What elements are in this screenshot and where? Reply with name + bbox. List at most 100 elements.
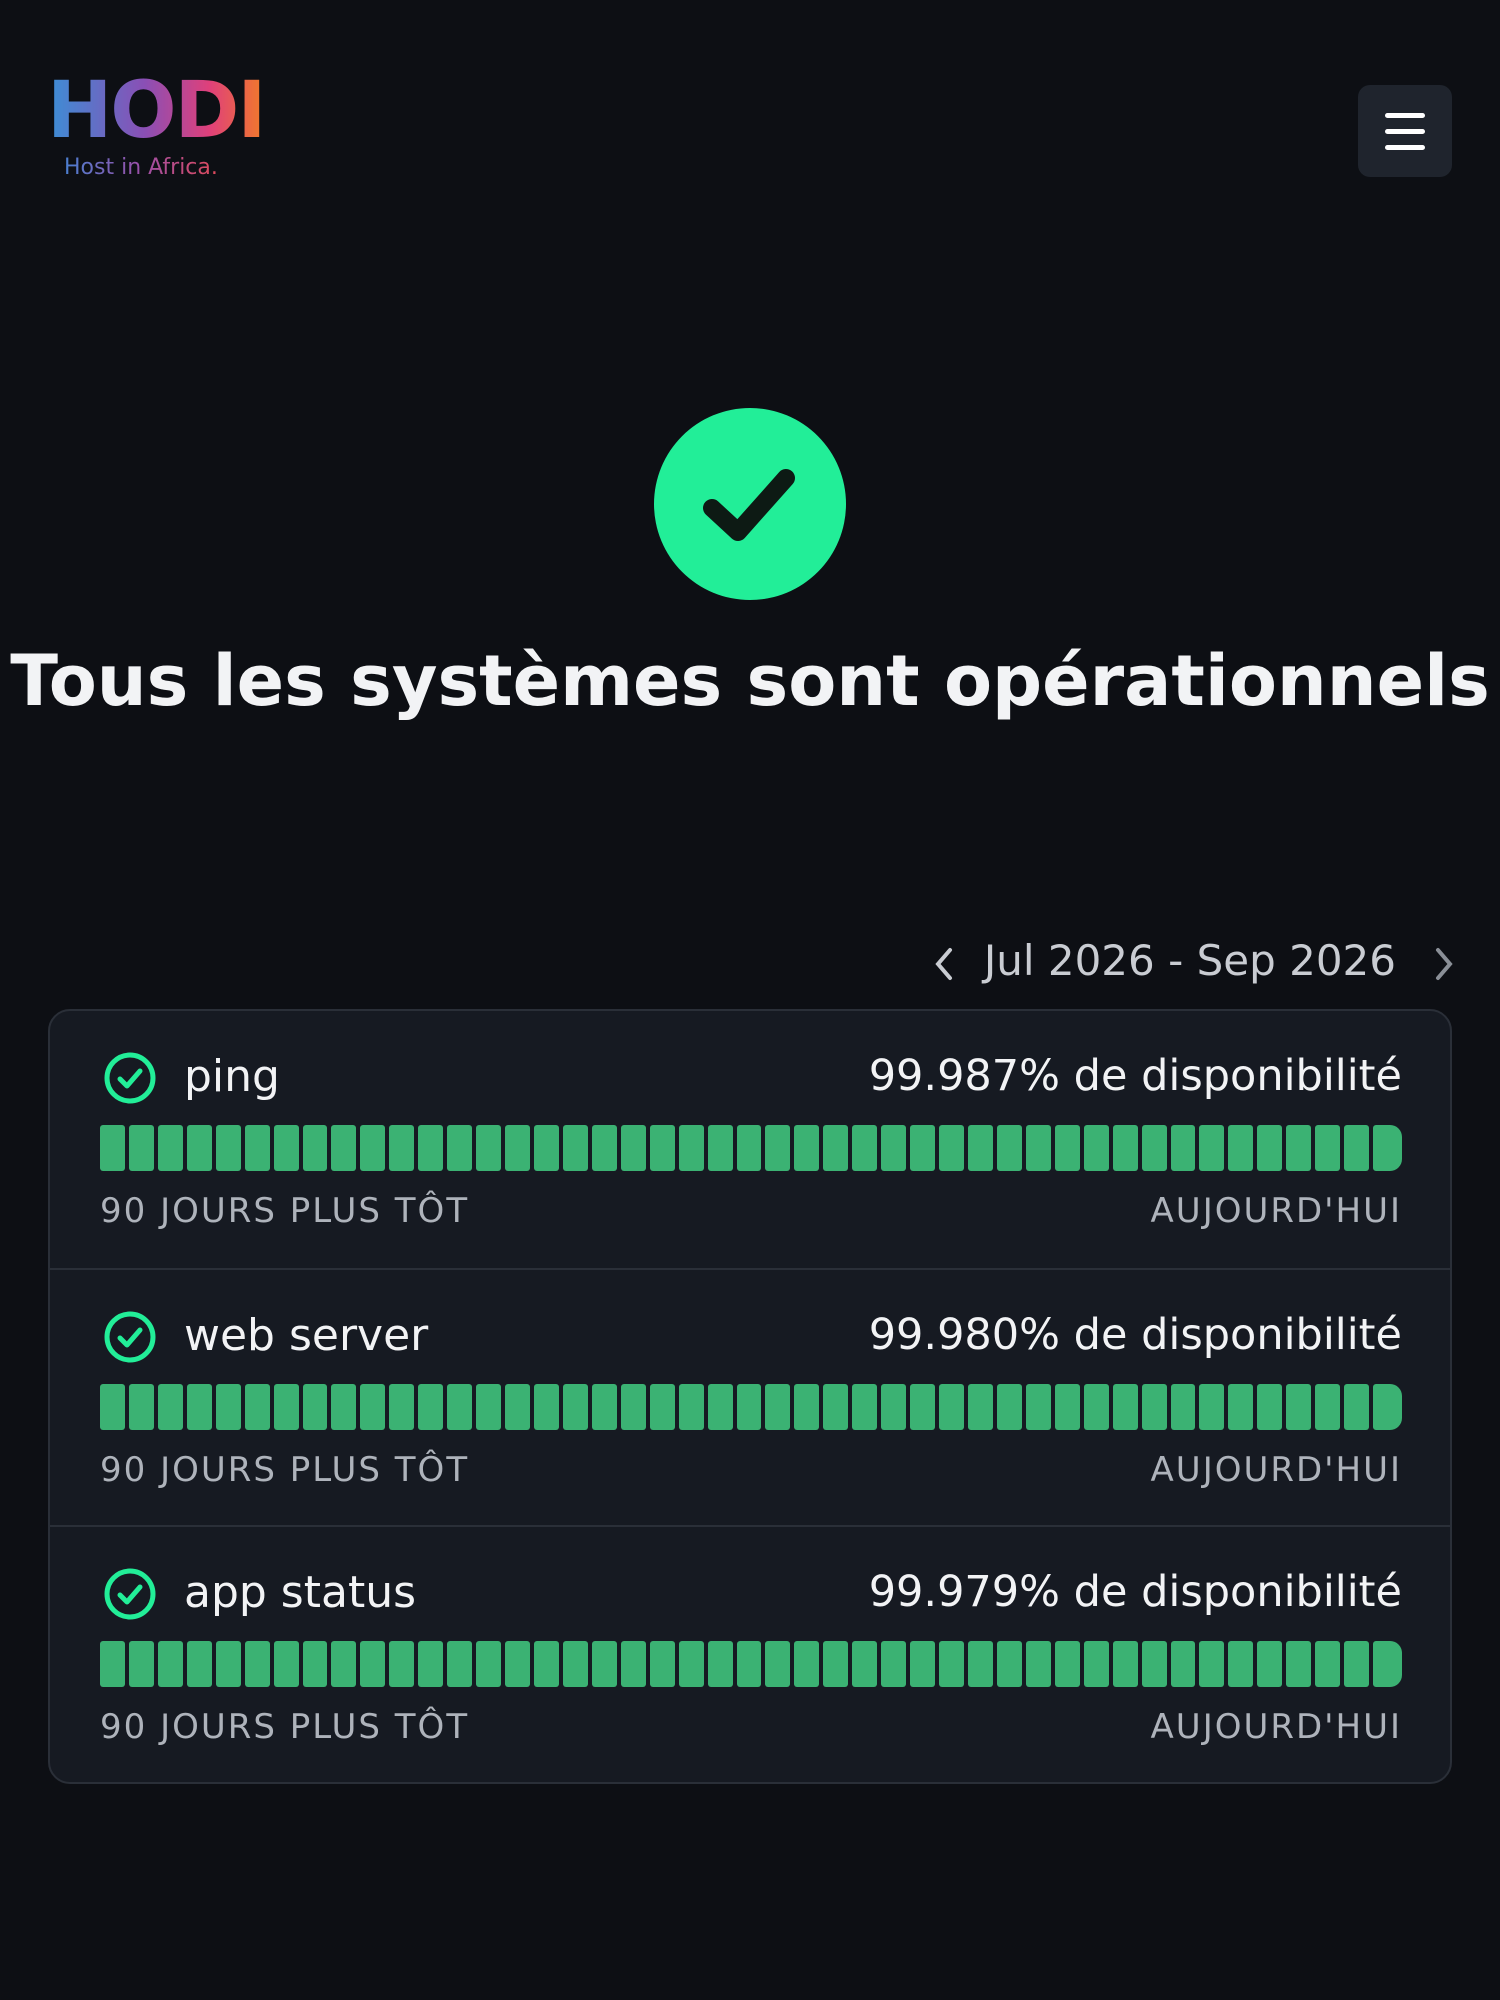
uptime-bar (186, 1641, 212, 1687)
uptime-bar (939, 1641, 964, 1687)
uptime-bar (1083, 1641, 1109, 1687)
uptime-bar (1199, 1384, 1225, 1430)
uptime-bar (1170, 1641, 1196, 1687)
next-period[interactable] (1432, 946, 1456, 982)
uptime-bar (534, 1641, 559, 1687)
uptime-bar (1373, 1641, 1402, 1687)
uptime-bar (476, 1641, 502, 1687)
uptime-bar (244, 1125, 270, 1171)
uptime-bar (331, 1384, 357, 1430)
uptime-bar (215, 1641, 241, 1687)
menu-button[interactable] (1358, 85, 1452, 177)
uptime-bar (1344, 1384, 1370, 1430)
end-label: AUJOURD'HUI (1150, 1191, 1402, 1231)
uptime-bar (128, 1125, 154, 1171)
uptime-bar (910, 1125, 936, 1171)
uptime-bar (157, 1641, 183, 1687)
uptime-bar (678, 1384, 704, 1430)
status-icon (654, 408, 846, 600)
uptime-bar (447, 1125, 473, 1171)
uptime-bar (1315, 1641, 1341, 1687)
uptime-bar (1141, 1384, 1167, 1430)
uptime-bar (823, 1641, 849, 1687)
uptime-bar (765, 1384, 791, 1430)
uptime-bar (534, 1125, 559, 1171)
uptime-bar (186, 1384, 212, 1430)
uptime-bar (765, 1125, 791, 1171)
uptime-bar (794, 1641, 820, 1687)
end-label: AUJOURD'HUI (1150, 1450, 1402, 1490)
uptime-bar (678, 1641, 704, 1687)
uptime-bar (736, 1125, 762, 1171)
uptime-bar (707, 1641, 733, 1687)
service-name: app status (184, 1567, 417, 1618)
service-uptime: 99.979% de disponibilité (868, 1567, 1402, 1617)
uptime-bar (1083, 1384, 1109, 1430)
uptime-bar (418, 1641, 444, 1687)
uptime-bar (1054, 1125, 1080, 1171)
uptime-bar (939, 1125, 964, 1171)
prev-period[interactable] (932, 946, 956, 982)
uptime-bar (418, 1384, 444, 1430)
uptime-bar (1112, 1384, 1138, 1430)
uptime-bar (1373, 1384, 1402, 1430)
uptime-bar (1286, 1641, 1312, 1687)
uptime-bar (823, 1384, 849, 1430)
uptime-bar (128, 1384, 154, 1430)
uptime-bar (1373, 1125, 1402, 1171)
uptime-bar (1170, 1384, 1196, 1430)
end-label: AUJOURD'HUI (1150, 1707, 1402, 1747)
uptime-bar (302, 1641, 328, 1687)
uptime-bar (707, 1384, 733, 1430)
uptime-bar (736, 1384, 762, 1430)
uptime-bar (302, 1384, 328, 1430)
uptime-bar (1112, 1641, 1138, 1687)
uptime-bar (447, 1641, 473, 1687)
uptime-bar (1025, 1641, 1051, 1687)
uptime-bar (418, 1125, 444, 1171)
uptime-bar (562, 1384, 588, 1430)
uptime-bar (1257, 1641, 1283, 1687)
services-card: ping 99.987% de disponibilité 90 JOURS PLU… (48, 1009, 1452, 1784)
uptime-bar (100, 1641, 125, 1687)
uptime-bar (505, 1641, 530, 1687)
uptime-bar (100, 1125, 125, 1171)
uptime-bars (100, 1125, 1402, 1171)
uptime-bar (1286, 1125, 1312, 1171)
service-uptime: 99.987% de disponibilité (868, 1051, 1402, 1101)
service-row: app status 99.979% de disponibilité 90 JOU… (50, 1525, 1450, 1782)
uptime-bar (1199, 1641, 1225, 1687)
uptime-bar (1228, 1641, 1254, 1687)
uptime-bar (649, 1641, 675, 1687)
uptime-bar (1112, 1125, 1138, 1171)
uptime-bar (273, 1125, 299, 1171)
uptime-bar (562, 1641, 588, 1687)
uptime-bar (562, 1125, 588, 1171)
uptime-bar (968, 1641, 993, 1687)
uptime-bar (157, 1125, 183, 1171)
uptime-bar (1344, 1125, 1370, 1171)
uptime-bar (302, 1125, 328, 1171)
uptime-bar (1228, 1384, 1254, 1430)
uptime-bar (852, 1641, 878, 1687)
uptime-bar (881, 1641, 907, 1687)
service-name: ping (184, 1051, 280, 1102)
uptime-bar (620, 1384, 646, 1430)
period-label: Jul 2026 - Sep 2026 (983, 936, 1396, 985)
uptime-bar (591, 1125, 617, 1171)
logo[interactable]: HODI (47, 66, 266, 156)
service-row: web server 99.980% de disponibilité 90 JOU… (50, 1268, 1450, 1527)
uptime-bar (360, 1384, 386, 1430)
uptime-bar (1141, 1641, 1167, 1687)
service-status-icon (104, 1052, 156, 1104)
uptime-bar (476, 1384, 502, 1430)
service-name: web server (184, 1310, 429, 1361)
uptime-bar (852, 1384, 878, 1430)
tagline: Host in Africa. (64, 155, 218, 180)
uptime-bar (939, 1384, 964, 1430)
uptime-bar (273, 1641, 299, 1687)
start-label: 90 JOURS PLUS TÔT (100, 1450, 470, 1490)
uptime-bar (1315, 1125, 1341, 1171)
uptime-bar (1199, 1125, 1225, 1171)
uptime-bar (215, 1384, 241, 1430)
